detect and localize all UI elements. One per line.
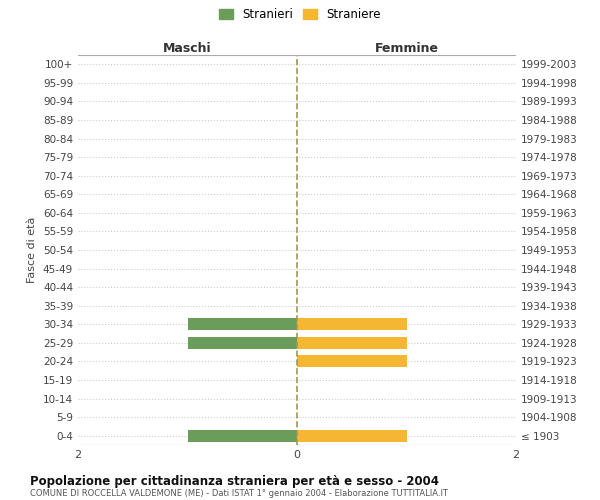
Bar <box>297 356 407 368</box>
Bar <box>187 337 297 349</box>
Bar <box>187 318 297 330</box>
Bar <box>297 337 407 349</box>
Text: Maschi: Maschi <box>163 42 212 55</box>
Text: Popolazione per cittadinanza straniera per età e sesso - 2004: Popolazione per cittadinanza straniera p… <box>30 475 439 488</box>
Y-axis label: Anni di nascita: Anni di nascita <box>597 209 600 291</box>
Y-axis label: Fasce di età: Fasce di età <box>28 217 37 283</box>
Legend: Stranieri, Straniere: Stranieri, Straniere <box>217 6 383 24</box>
Bar <box>187 430 297 442</box>
Bar <box>297 430 407 442</box>
Text: COMUNE DI ROCCELLA VALDEMONE (ME) - Dati ISTAT 1° gennaio 2004 - Elaborazione TU: COMUNE DI ROCCELLA VALDEMONE (ME) - Dati… <box>30 489 448 498</box>
Bar <box>297 318 407 330</box>
Text: Femmine: Femmine <box>374 42 439 55</box>
